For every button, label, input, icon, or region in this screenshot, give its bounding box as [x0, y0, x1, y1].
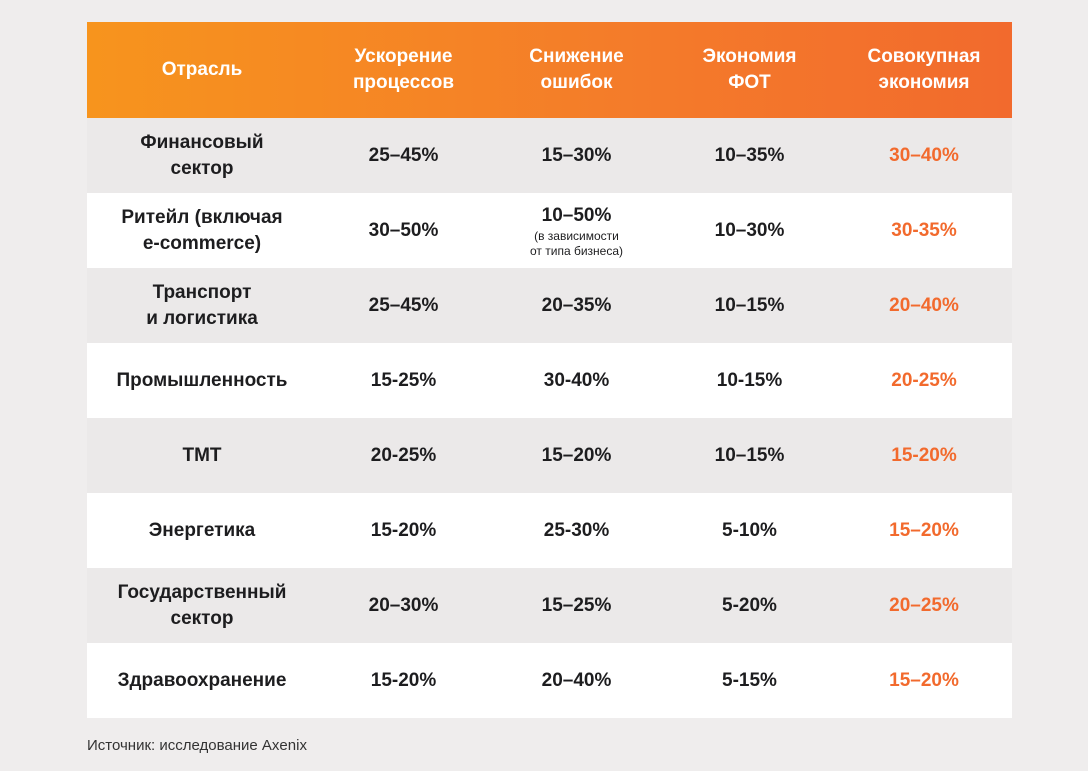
table-row: Промышленность 15-25% 30-40% 10-15% 20-25% — [87, 343, 1012, 418]
table-row: Энергетика 15-20% 25-30% 5-10% 15–20% — [87, 493, 1012, 568]
table-cell: 10–15% — [714, 444, 785, 466]
table-cell: 5-20% — [722, 594, 777, 616]
cell-value: 10–50% — [541, 204, 612, 226]
table-cell: 20–30% — [368, 594, 439, 616]
table-cell: 15-25% — [370, 369, 437, 391]
table-cell: 15-20% — [370, 519, 437, 541]
industry-cell: ТМТ — [182, 444, 222, 466]
table-row: Государственный сектор 20–30% 15–25% 5-20% 2… — [87, 568, 1012, 643]
table-cell: 10-15% — [716, 369, 783, 391]
table-cell: 30–40% — [889, 144, 959, 166]
header-row: Отрасль Ускорение процессов Снижение ошибо… — [87, 22, 1012, 118]
table-row: Транспорт и логистика 25–45% 20–35% 10–15% 2… — [87, 268, 1012, 343]
cell-note: (в зависимости от типа бизнеса) — [530, 228, 623, 258]
table-row: ТМТ 20-25% 15–20% 10–15% 15-20% — [87, 418, 1012, 493]
table-cell: 5-15% — [722, 669, 777, 691]
table-cell: 10–35% — [714, 144, 785, 166]
table-cell: 25–45% — [368, 144, 439, 166]
table-cell: 15-20% — [370, 669, 437, 691]
table-cell: 20–40% — [541, 669, 612, 691]
table-cell: 25-30% — [543, 519, 610, 541]
industry-cell: Государственный сектор — [117, 581, 287, 629]
industry-cell: Энергетика — [148, 519, 256, 541]
table-cell: 15–20% — [889, 519, 959, 541]
table-cell: 25–45% — [368, 294, 439, 316]
table-row: Ритейл (включая e-commerce) 30–50% 10–50%(… — [87, 193, 1012, 268]
table-row: Здравоохранение 15-20% 20–40% 5-15% 15–20% — [87, 643, 1012, 718]
table-row: Финансовый сектор 25–45% 15–30% 10–35% 30–40… — [87, 118, 1012, 193]
table-cell: 20-25% — [891, 369, 957, 391]
table-cell: 20–35% — [541, 294, 612, 316]
industry-cell: Финансовый сектор — [140, 131, 264, 179]
table-cell: 15–20% — [541, 444, 612, 466]
header-cell: Отрасль — [161, 59, 243, 80]
table-cell: 15–30% — [541, 144, 612, 166]
header-cell: Ускорение процессов — [352, 46, 455, 93]
table-cell: 20–25% — [889, 594, 959, 616]
table-cell: 20–40% — [889, 294, 959, 316]
table-cell: 10–50% (в зависимости от типа бизнеса) — [490, 193, 663, 268]
table-cell: 30-40% — [543, 369, 610, 391]
table-cell: 30–50% — [368, 219, 439, 241]
table-cell: 10–15% — [714, 294, 785, 316]
table: Отрасль Ускорение процессов Снижение ошибо… — [87, 22, 1012, 718]
table-cell: 5-10% — [722, 519, 777, 541]
table-cell: 15–25% — [541, 594, 612, 616]
table-cell: 30-35% — [891, 219, 957, 241]
table-cell: 15-20% — [891, 444, 957, 466]
header-cell: Совокупная экономия — [867, 46, 981, 93]
table-cell: 15–20% — [889, 669, 959, 691]
industry-cell: Здравоохранение — [117, 669, 287, 691]
header-cell: Снижение ошибок — [529, 46, 624, 93]
header-cell: Экономия ФОТ — [702, 46, 797, 93]
table-cell: 20-25% — [370, 444, 437, 466]
table-cell: 10–30% — [714, 219, 785, 241]
source-note: Источник: исследование Axenix — [87, 737, 307, 754]
industry-cell: Промышленность — [116, 369, 288, 391]
industry-cell: Ритейл (включая e-commerce) — [121, 206, 283, 254]
industry-cell: Транспорт и логистика — [146, 281, 258, 329]
